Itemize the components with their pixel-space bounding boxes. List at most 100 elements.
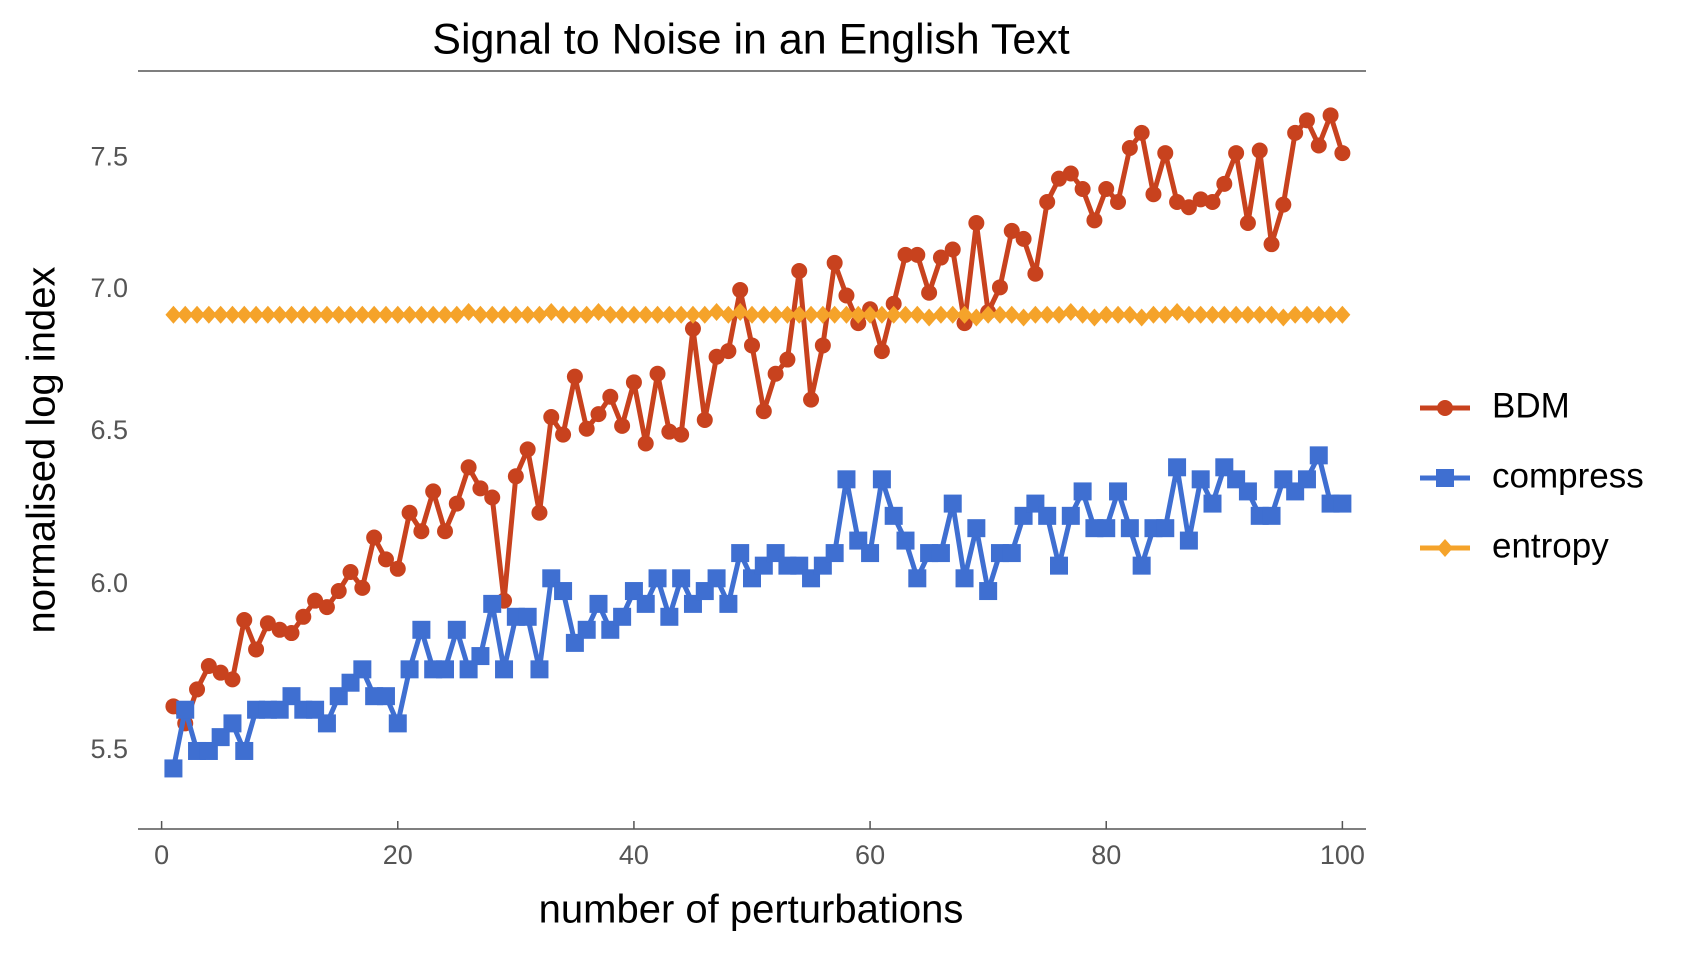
point [684, 320, 701, 337]
point [814, 305, 831, 324]
point [577, 620, 596, 639]
point [1074, 181, 1091, 198]
point [566, 305, 583, 324]
point [1050, 556, 1068, 575]
point [400, 660, 419, 679]
point [366, 305, 383, 324]
x-tick-label: 0 [154, 840, 169, 870]
point [590, 303, 607, 322]
point [956, 305, 973, 324]
point [330, 583, 347, 600]
point [307, 305, 324, 324]
point [884, 506, 903, 525]
point [967, 519, 986, 538]
point [412, 620, 431, 639]
point [425, 483, 442, 500]
point [472, 480, 489, 497]
point [377, 551, 394, 568]
point [944, 305, 961, 324]
point [791, 263, 808, 280]
point [353, 660, 372, 679]
point [1251, 305, 1268, 324]
point [673, 305, 690, 324]
point [1310, 305, 1327, 324]
point [200, 658, 217, 675]
point [460, 459, 477, 476]
point [791, 305, 808, 324]
point [862, 305, 879, 324]
point [921, 284, 938, 301]
point [366, 529, 383, 546]
point [1287, 305, 1304, 324]
point [1191, 470, 1210, 489]
point [354, 305, 371, 324]
point [636, 594, 655, 613]
point [1110, 305, 1127, 324]
point [1015, 308, 1032, 327]
point [495, 660, 514, 679]
x-axis-label: number of perturbations [539, 888, 964, 932]
point [1216, 175, 1233, 192]
point [909, 246, 926, 263]
point [1145, 305, 1162, 324]
point [223, 714, 242, 733]
point [1133, 124, 1150, 141]
point [283, 305, 300, 324]
point [306, 700, 325, 719]
point [1110, 193, 1127, 210]
y-tick-label: 5.5 [90, 734, 128, 764]
point [318, 305, 335, 324]
point [744, 337, 760, 354]
point [661, 305, 678, 324]
point [1204, 193, 1221, 210]
point [1228, 305, 1245, 324]
point [1298, 112, 1315, 129]
point [1120, 519, 1139, 538]
point [507, 305, 524, 324]
point [1297, 470, 1316, 489]
point [189, 681, 206, 698]
point [1180, 199, 1197, 216]
point [672, 569, 691, 588]
point [732, 282, 749, 299]
point [270, 700, 289, 719]
point [625, 305, 642, 324]
point [389, 560, 406, 577]
point [248, 641, 265, 658]
point [259, 615, 276, 632]
legend-label: entropy [1492, 526, 1609, 565]
legend-marker [1436, 469, 1454, 487]
point [943, 494, 962, 513]
point [755, 305, 772, 324]
point [720, 305, 737, 324]
point [1003, 222, 1020, 239]
point [909, 305, 926, 324]
point [224, 305, 241, 324]
point [968, 308, 985, 327]
legend-label: compress [1492, 456, 1644, 495]
point [731, 544, 750, 563]
point [1169, 303, 1186, 322]
point [613, 607, 632, 626]
point [212, 305, 229, 324]
point [648, 569, 667, 588]
point [1098, 181, 1115, 198]
point [1062, 165, 1079, 182]
point [1098, 305, 1115, 324]
point [1203, 494, 1222, 513]
point [932, 249, 949, 266]
series-line [171, 112, 1345, 726]
point [1157, 145, 1174, 162]
point [590, 406, 607, 423]
x-tick-label: 40 [619, 840, 649, 870]
point [708, 303, 725, 322]
point [649, 305, 666, 324]
point [1204, 305, 1221, 324]
point [224, 671, 241, 688]
point [825, 544, 844, 563]
point [1334, 145, 1351, 162]
point [1263, 236, 1280, 253]
point [732, 303, 749, 322]
